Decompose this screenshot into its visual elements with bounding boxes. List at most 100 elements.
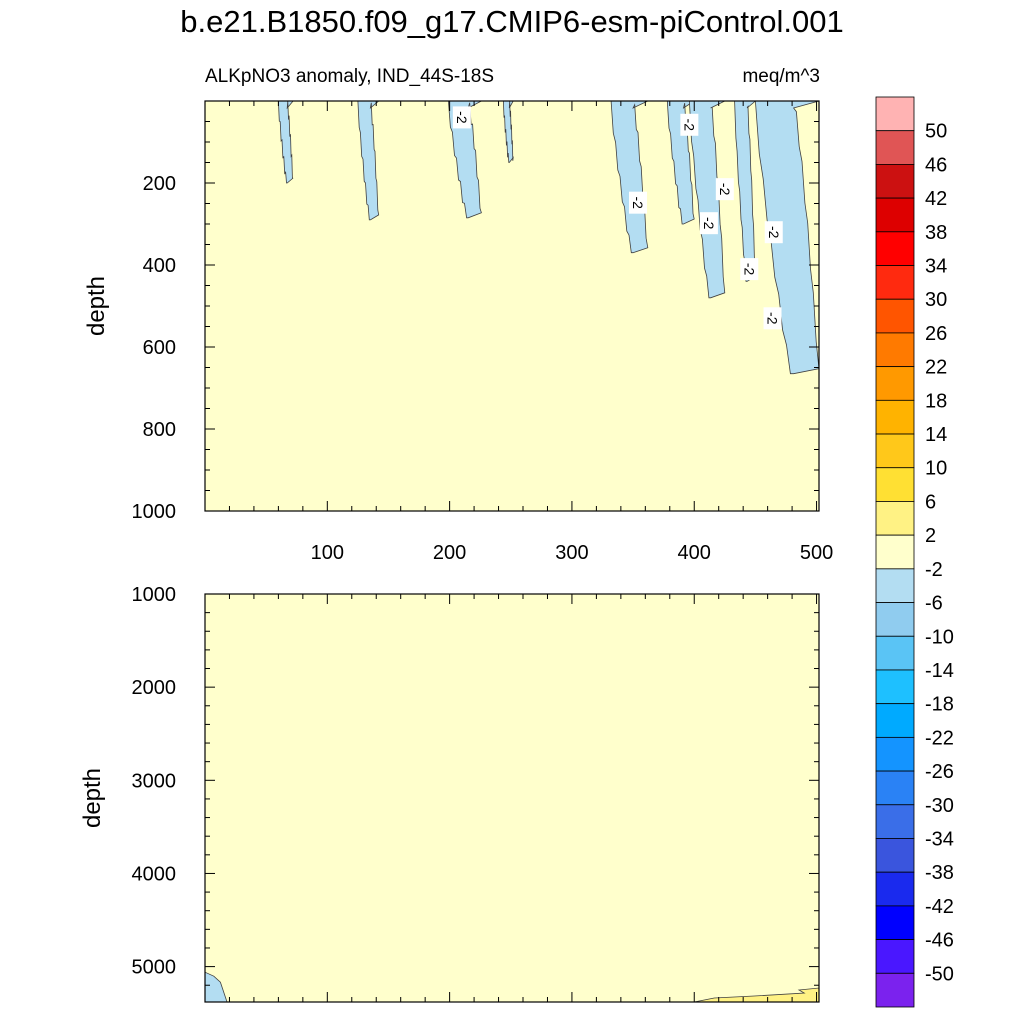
colorbar-label: 26	[925, 323, 947, 345]
negative-anomaly-region	[357, 100, 380, 221]
contour-label: -2	[680, 113, 699, 136]
colorbar-box	[875, 366, 915, 401]
colorbar-box	[875, 399, 915, 435]
x-tick-label: 200	[433, 542, 466, 564]
contour-label-bg	[764, 221, 783, 244]
colorbar-label: 2	[925, 525, 936, 547]
contour-label-bg	[740, 258, 759, 281]
colorbar-box	[875, 770, 915, 806]
contour-label-bg	[680, 113, 699, 136]
colorbar-label: -46	[925, 930, 954, 952]
contour-label: -2	[763, 307, 782, 330]
colorbar-box	[875, 703, 915, 738]
contour-label: -2	[452, 106, 471, 129]
colorbar-label: 14	[925, 424, 947, 446]
contour-label-text: -2	[454, 111, 470, 124]
contour-label-text: -2	[701, 217, 717, 230]
colorbar: 50 46 42 38 34 30 26 22 18 14 10 6 2 -2 -6 -10 -14 -18 -22…	[875, 96, 954, 1008]
upper-panel: ALKpNO3 anomaly, IND_44S-18S meq/m^3 dep…	[83, 66, 833, 564]
colorbar-box	[875, 871, 915, 907]
colorbar-label: 10	[925, 458, 947, 480]
lower-y-ticks: 1000 2000 3000 4000 5000	[132, 584, 819, 986]
y-tick-label: 1000	[132, 584, 177, 606]
colorbar-label: 22	[925, 357, 947, 379]
lower-y-axis-label: depth	[79, 768, 106, 828]
contour-label-text: -2	[766, 226, 782, 239]
y-tick-label: 5000	[132, 957, 177, 979]
colorbar-box	[875, 939, 915, 974]
colorbar-label: -26	[925, 761, 954, 783]
x-tick-label: 400	[678, 542, 711, 564]
contour-label-text: -2	[765, 312, 781, 325]
colorbar-label: -42	[925, 896, 954, 918]
colorbar-label: -22	[925, 727, 954, 749]
colorbar-label: 46	[925, 154, 947, 176]
colorbar-label: 30	[925, 289, 947, 311]
contour-label-bg	[715, 178, 734, 201]
y-tick-label: 1000	[132, 501, 177, 523]
colorbar-box	[875, 501, 915, 536]
colorbar-label: -38	[925, 862, 954, 884]
colorbar-label: 38	[925, 222, 947, 244]
colorbar-label: 50	[925, 121, 947, 143]
y-tick-label: 4000	[132, 863, 177, 885]
colorbar-box	[875, 332, 915, 368]
contour-label-bg	[452, 106, 471, 129]
contour-label: -2	[740, 258, 759, 281]
colorbar-boxes	[875, 96, 915, 1008]
colorbar-box	[875, 972, 915, 1008]
negative-anomaly-region	[502, 100, 514, 163]
colorbar-label: -18	[925, 694, 954, 716]
colorbar-label: -6	[925, 593, 943, 615]
contour-label-bg	[763, 307, 782, 330]
colorbar-label: -50	[925, 963, 954, 985]
upper-contour-labels: -2 -2 -2 -2 -2 -2 -2 -2	[452, 106, 783, 330]
contour-label: -2	[699, 212, 718, 235]
y-tick-label: 2000	[132, 677, 177, 699]
colorbar-box	[875, 96, 915, 132]
upper-left-title: ALKpNO3 anomaly, IND_44S-18S	[205, 66, 494, 87]
colorbar-box	[875, 197, 915, 233]
colorbar-box	[875, 130, 915, 165]
colorbar-box	[875, 164, 915, 199]
contour-label: -2	[715, 178, 734, 201]
y-tick-label: 400	[143, 255, 176, 277]
colorbar-label: 34	[925, 256, 947, 278]
colorbar-box	[875, 568, 915, 603]
y-tick-label: 800	[143, 419, 176, 441]
colorbar-label: 18	[925, 390, 947, 412]
upper-negative-regions	[277, 100, 820, 375]
colorbar-box	[875, 231, 915, 266]
contour-label: -2	[628, 191, 647, 214]
colorbar-box	[875, 467, 915, 502]
colorbar-box	[875, 265, 915, 300]
colorbar-box	[875, 635, 915, 671]
negative-anomaly-region	[688, 100, 726, 299]
colorbar-labels: 50 46 42 38 34 30 26 22 18 14 10 6 2 -2 -6 -10 -14 -18 -22…	[925, 121, 954, 986]
y-tick-label: 3000	[132, 770, 177, 792]
negative-anomaly-region	[277, 100, 294, 184]
colorbar-label: 6	[925, 491, 936, 513]
colorbar-box	[875, 838, 915, 873]
colorbar-box	[875, 905, 915, 940]
colorbar-label: -2	[925, 559, 943, 581]
x-tick-label: 100	[311, 542, 344, 564]
contour-label-text: -2	[681, 119, 697, 132]
colorbar-box	[875, 804, 915, 839]
colorbar-label: -34	[925, 828, 954, 850]
contour-label: -2	[764, 221, 783, 244]
lower-x-ticks	[228, 594, 818, 1002]
page-title: b.e21.B1850.f09_g17.CMIP6-esm-piControl.…	[180, 4, 844, 39]
colorbar-box	[875, 736, 915, 772]
colorbar-box	[875, 669, 915, 705]
colorbar-box	[875, 433, 915, 469]
contour-label-text: -2	[717, 183, 733, 196]
colorbar-label: -10	[925, 626, 954, 648]
colorbar-label: 42	[925, 188, 947, 210]
lower-plot-background	[205, 594, 819, 1002]
x-tick-label: 500	[800, 542, 833, 564]
colorbar-box	[875, 534, 915, 570]
colorbar-box	[875, 602, 915, 637]
contour-label-text: -2	[630, 196, 646, 209]
